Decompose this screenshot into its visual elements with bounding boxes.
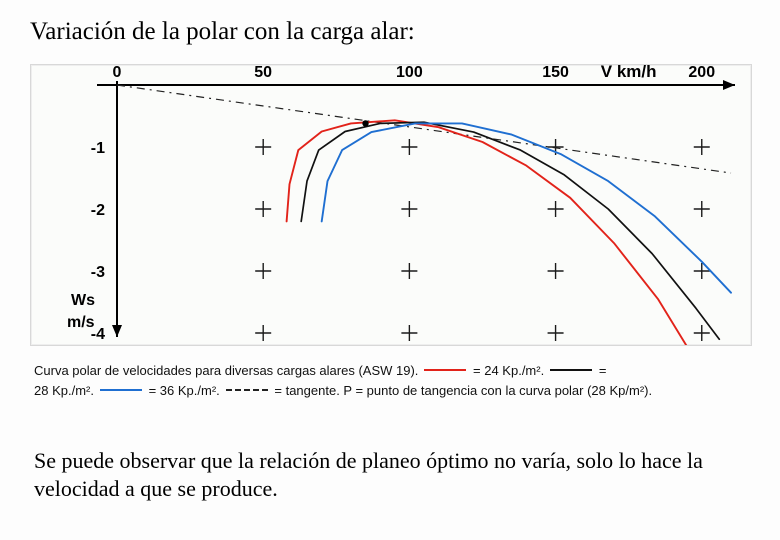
caption-item: = 36 Kp./m². bbox=[149, 381, 220, 401]
bottom-paragraph: Se puede observar que la relación de pla… bbox=[30, 447, 750, 504]
svg-text:-2: -2 bbox=[91, 202, 105, 219]
polar-chart: 050100150200V km/h-1-2-3-4Wsm/s bbox=[30, 64, 752, 346]
svg-text:V km/h: V km/h bbox=[601, 65, 657, 81]
svg-text:0: 0 bbox=[113, 65, 122, 81]
svg-text:100: 100 bbox=[396, 65, 423, 81]
svg-text:-3: -3 bbox=[91, 264, 105, 281]
page-title: Variación de la polar con la carga alar: bbox=[30, 18, 750, 46]
svg-text:m/s: m/s bbox=[67, 314, 95, 331]
caption-item: = bbox=[599, 361, 607, 381]
svg-text:-1: -1 bbox=[91, 140, 105, 157]
caption-item: 28 Kp./m². bbox=[34, 381, 94, 401]
svg-text:200: 200 bbox=[688, 65, 715, 81]
caption-item: = 24 Kp./m². bbox=[473, 361, 544, 381]
chart-caption: Curva polar de velocidades para diversas… bbox=[30, 354, 758, 401]
svg-text:Ws: Ws bbox=[71, 292, 95, 309]
caption-lead: Curva polar de velocidades para diversas… bbox=[34, 361, 418, 381]
svg-text:50: 50 bbox=[254, 65, 272, 81]
svg-text:150: 150 bbox=[542, 65, 569, 81]
caption-item: = tangente. P = punto de tangencia con l… bbox=[274, 381, 652, 401]
